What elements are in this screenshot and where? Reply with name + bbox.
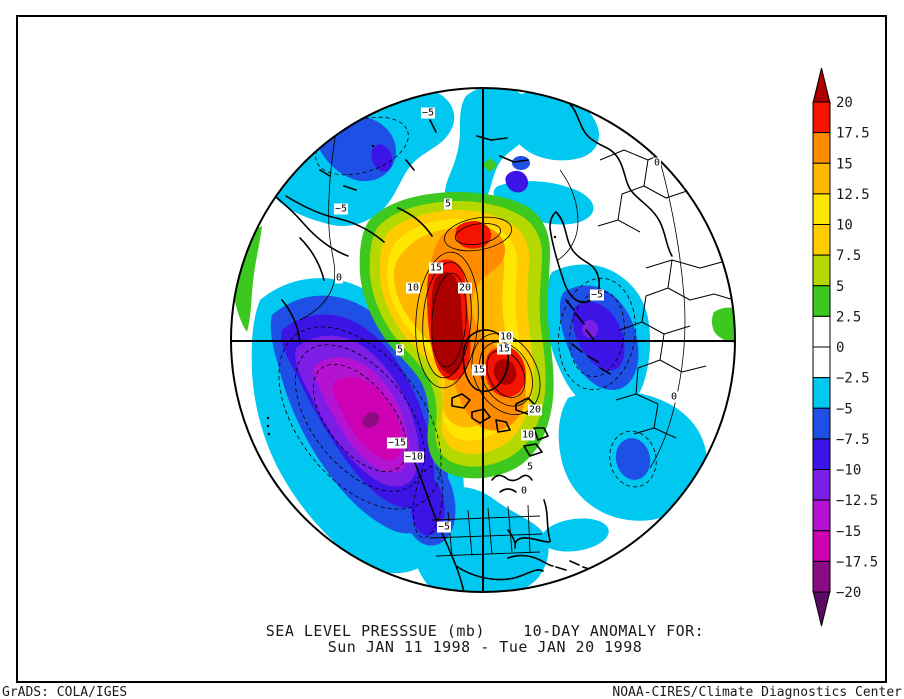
colorbar-tick-labels: 20 17.5 15 12.5 10 7.5 5 2.5 0 −2.5 −5 −7.5 −10 −12.5… <box>836 95 878 601</box>
noaa-credit: NOAA-CIRES/Climate Diagnostics Center <box>612 685 902 699</box>
colorbar-segment <box>812 438 831 471</box>
colorbar-arrow-down <box>812 590 831 627</box>
colorbar-tick-label: −2.5 <box>836 371 870 387</box>
plot-title: SEA LEVEL PRESSSUE (mb) 10-DAY ANOMALY F… <box>265 622 705 640</box>
colorbar-segment <box>812 162 831 195</box>
colorbar-tick-label: −17.5 <box>836 554 878 570</box>
colorbar-segment <box>812 315 831 348</box>
colorbar: 20 17.5 15 12.5 10 7.5 5 2.5 0 −2.5 −5 −7.5 −10 −12.5… <box>812 67 878 627</box>
colorbar-segment <box>812 254 831 287</box>
colorbar-tick-label: 5 <box>836 279 844 295</box>
colorbar-tick-label: 15 <box>836 156 853 172</box>
colorbar-segments <box>812 101 831 593</box>
colorbar-segment <box>812 101 831 134</box>
colorbar-tick-label: −20 <box>836 585 861 601</box>
colorbar-tick-label: 0 <box>836 340 844 356</box>
station-marks <box>266 144 557 436</box>
colorbar-tick-label: 12.5 <box>836 187 870 203</box>
colorbar-tick-label: −10 <box>836 463 861 479</box>
contour-lines <box>278 91 686 591</box>
colorbar-arrow-up <box>812 67 831 104</box>
colorbar-segment <box>812 499 831 532</box>
colorbar-tick-label: 20 <box>836 95 853 111</box>
colorbar-segment <box>812 346 831 379</box>
colorbar-segment <box>812 530 831 562</box>
colorbar-segment <box>812 224 831 256</box>
colorbar-segment <box>812 560 831 593</box>
colorbar-tick-label: −15 <box>836 524 861 540</box>
colorbar-segment <box>812 377 831 409</box>
colorbar-segment <box>812 132 831 164</box>
colorbar-tick-label: −7.5 <box>836 432 870 448</box>
grads-credit: GrADS: COLA/IGES <box>2 685 128 699</box>
colorbar-segment <box>812 193 831 226</box>
colorbar-segment <box>812 407 831 440</box>
country-borders <box>429 149 735 557</box>
colorbar-tick-label: 10 <box>836 218 853 234</box>
plot-date-range: Sun JAN 11 1998 - Tue JAN 20 1998 <box>327 638 643 656</box>
colorbar-segment <box>812 469 831 501</box>
colorbar-tick-label: −5 <box>836 401 853 417</box>
colorbar-tick-label: 7.5 <box>836 248 861 264</box>
colorbar-tick-label: 17.5 <box>836 126 870 142</box>
colorbar-tick-label: −12.5 <box>836 493 878 509</box>
colorbar-segment <box>812 285 831 317</box>
colorbar-tick-label: 2.5 <box>836 309 861 325</box>
